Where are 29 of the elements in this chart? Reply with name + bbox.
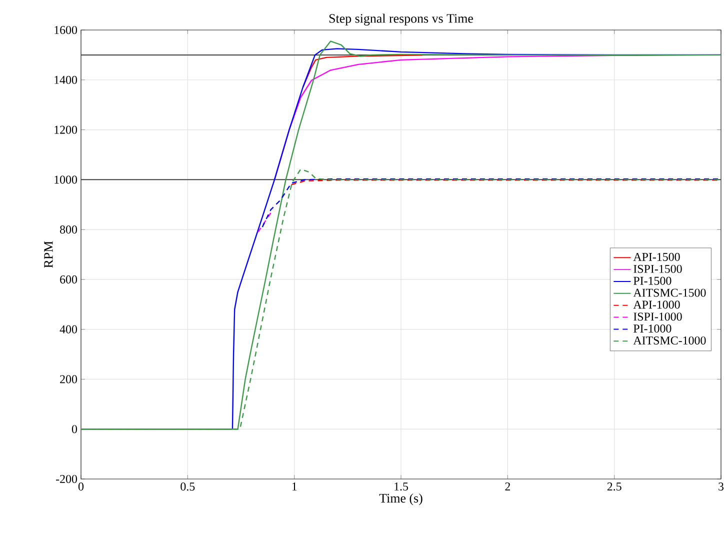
y-tick-label: 1600 — [54, 26, 78, 34]
x-tick-label: 0.5 — [180, 482, 195, 491]
x-tick-label: 1.5 — [394, 482, 408, 491]
legend-label: AITSMC-1500 — [633, 288, 706, 297]
y-tick-label: -200 — [56, 474, 78, 484]
legend-label: ISPI-1000 — [634, 312, 682, 321]
x-tick-label: 2.5 — [607, 482, 622, 491]
y-tick-label: 0 — [72, 425, 78, 434]
x-tick-label: 1 — [292, 482, 297, 490]
x-axis-title: Time (s) — [379, 494, 422, 506]
legend-label: AITSMC-1000 — [633, 336, 706, 345]
legend-label: PI-1000 — [634, 324, 672, 333]
y-tick-label: 1400 — [54, 76, 78, 84]
x-tick-label: 2 — [505, 482, 510, 490]
y-axis-title: RPM — [44, 241, 53, 268]
legend-label: PI-1500 — [634, 276, 672, 285]
y-tick-label: 600 — [60, 275, 78, 284]
y-tick-label: 1000 — [54, 176, 78, 184]
y-tick-label: 400 — [60, 325, 78, 334]
x-tick-label: 3 — [718, 482, 724, 491]
y-tick-label: 200 — [60, 375, 78, 384]
legend-label: API-1000 — [633, 300, 680, 309]
chart-title: Step signal respons vs Time — [329, 14, 473, 26]
line-series — [302, 54, 423, 88]
x-tick-label: 0 — [78, 482, 84, 491]
legend-label: API-1500 — [633, 252, 680, 261]
y-tick-label: 1200 — [54, 126, 78, 134]
y-tick-label: 800 — [60, 226, 78, 234]
legend-label: ISPI-1500 — [634, 264, 682, 273]
